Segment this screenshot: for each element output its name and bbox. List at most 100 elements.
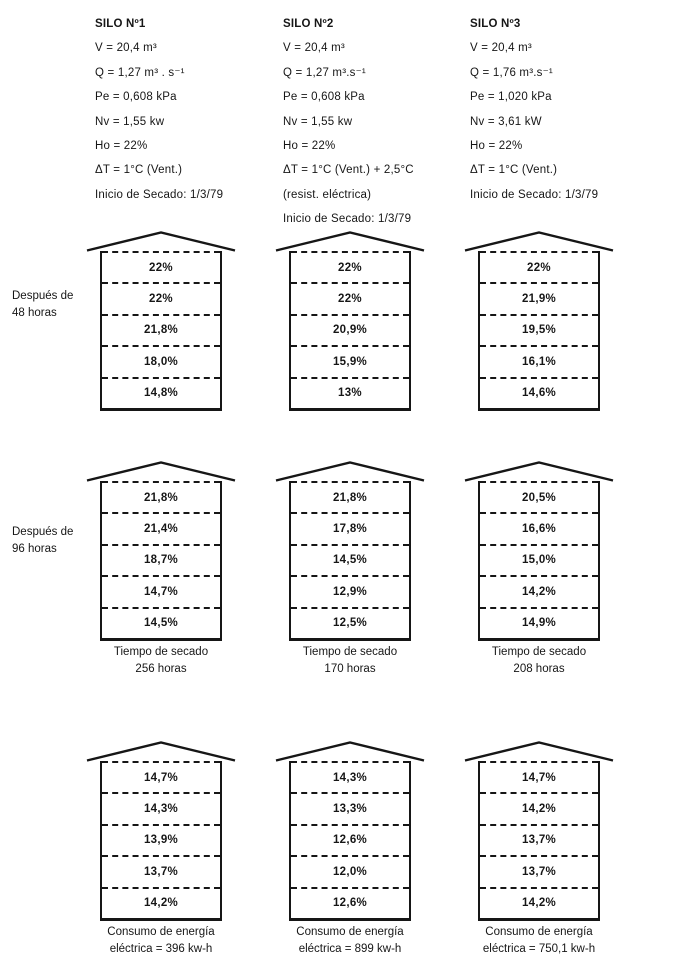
drying-time-caption: Tiempo de secado 208 horas [491,646,587,675]
spec-line: Inicio de Secado: 1/3/79 [470,188,599,201]
silo-level: 13,3% [291,792,409,823]
silo-level: 21,8% [102,481,220,512]
spec-line: ΔT = 1°C (Vent.) + 2,5°C [283,164,414,177]
silo-level: 22% [291,251,409,282]
silo-diagram-48h-silo1: 22% 22% 21,8% 18,0% 14,8% [86,231,236,411]
silo-diagram-96h-silo1: 21,8% 21,4% 18,7% 14,7% 14,5% Tiempo de … [86,461,236,675]
silo-level: 13,9% [102,823,220,855]
silo-level: 14,2% [480,886,598,918]
silo-level: 13% [291,376,409,408]
silo-roof [86,461,236,482]
silo-level: 21,4% [102,512,220,543]
spec-line: V = 20,4 m³ [283,42,345,55]
silo-level: 14,5% [102,606,220,638]
silo-level: 12,9% [291,575,409,606]
silo-level: 21,8% [102,313,220,345]
silo2-title: SILO Nº2 [283,18,334,30]
silo-diagram-96h-silo3: 20,5% 16,6% 15,0% 14,2% 14,9% Tiempo de … [464,461,614,675]
silo-level: 20,9% [291,313,409,345]
silo1-spec-header: SILO Nº1 V = 20,4 m³ Q = 1,27 m³ . s⁻¹ P… [95,12,223,207]
spec-line: Nv = 1,55 kw [95,115,165,128]
silo1-title: SILO Nº1 [95,18,146,30]
silo-roof [86,741,236,762]
silo-level: 14,7% [480,761,598,792]
spec-line: Ho = 22% [283,140,336,153]
silo-level: 16,6% [480,512,598,543]
silo3-title: SILO Nº3 [470,18,521,30]
silo-diagram-energy-silo2: 14,3% 13,3% 12,6% 12,0% 12,6% Consumo de… [275,741,425,955]
silo-level: 14,7% [102,575,220,606]
silo-level: 19,5% [480,313,598,345]
silo2-spec-header: SILO Nº2 V = 20,4 m³ Q = 1,27 m³.s⁻¹ Pe … [283,12,414,232]
spec-line: Q = 1,76 m³.s⁻¹ [470,66,553,79]
spec-line: Pe = 1,020 kPa [470,91,552,104]
silo-level: 20,5% [480,481,598,512]
spec-line: Q = 1,27 m³ . s⁻¹ [95,66,185,79]
spec-line: Ho = 22% [470,140,523,153]
silo-roof [464,741,614,762]
drying-time-caption: Tiempo de secado 256 horas [113,646,209,675]
spec-line: Nv = 3,61 kW [470,115,542,128]
silo-level: 22% [480,251,598,282]
silo-level: 14,2% [480,575,598,606]
spec-line: ΔT = 1°C (Vent.) [470,164,558,177]
silo-level: 14,5% [291,543,409,575]
silo-level: 16,1% [480,345,598,376]
silo-level: 14,9% [480,606,598,638]
silo-level: 21,8% [291,481,409,512]
silo-level: 13,7% [480,823,598,855]
silo-level: 22% [291,282,409,313]
silo-roof [275,461,425,482]
silo-level: 18,7% [102,543,220,575]
silo-roof [275,741,425,762]
silo-level: 12,5% [291,606,409,638]
silo-level: 14,7% [102,761,220,792]
energy-consumption-caption: Consumo de energía eléctrica = 396 kw-h [107,926,215,955]
silo-level: 14,3% [291,761,409,792]
spec-line: Inicio de Secado: 1/3/79 [283,213,412,226]
silo-level: 22% [102,251,220,282]
spec-line: Q = 1,27 m³.s⁻¹ [283,66,366,79]
spec-line: (resist. eléctrica) [283,188,372,201]
silo-roof [464,231,614,252]
silo-level: 14,3% [102,792,220,823]
row-label-48h: Después de 48 horas [12,290,74,319]
silo-diagram-energy-silo3: 14,7% 14,2% 13,7% 13,7% 14,2% Consumo de… [464,741,614,955]
spec-line: Ho = 22% [95,140,148,153]
silo-level: 18,0% [102,345,220,376]
spec-line: Inicio de Secado: 1/3/79 [95,188,224,201]
silo-level: 14,8% [102,376,220,408]
silo-level: 12,0% [291,855,409,886]
silo-diagram-48h-silo2: 22% 22% 20,9% 15,9% 13% [275,231,425,411]
spec-line: Pe = 0,608 kPa [283,91,365,104]
silo-level: 15,9% [291,345,409,376]
spec-line: ΔT = 1°C (Vent.) [95,164,183,177]
energy-consumption-caption: Consumo de energía eléctrica = 750,1 kw-… [482,926,596,955]
spec-line: Pe = 0,608 kPa [95,91,177,104]
silo-level: 12,6% [291,886,409,918]
silo-level: 14,2% [480,792,598,823]
silo-level: 13,7% [102,855,220,886]
silo-roof [275,231,425,252]
silo-level: 14,2% [102,886,220,918]
row-label-96h: Después de 96 horas [12,526,74,555]
silo-level: 15,0% [480,543,598,575]
silo-level: 17,8% [291,512,409,543]
silo-diagram-energy-silo1: 14,7% 14,3% 13,9% 13,7% 14,2% Consumo de… [86,741,236,955]
silo-level: 14,6% [480,376,598,408]
drying-time-caption: Tiempo de secado 170 horas [302,646,398,675]
silo-level: 21,9% [480,282,598,313]
silo-level: 12,6% [291,823,409,855]
silo-roof [86,231,236,252]
spec-line: Nv = 1,55 kw [283,115,353,128]
energy-consumption-caption: Consumo de energía eléctrica = 899 kw-h [296,926,404,955]
silo-diagram-96h-silo2: 21,8% 17,8% 14,5% 12,9% 12,5% Tiempo de … [275,461,425,675]
silo3-spec-header: SILO Nº3 V = 20,4 m³ Q = 1,76 m³.s⁻¹ Pe … [470,12,598,207]
spec-line: V = 20,4 m³ [470,42,532,55]
spec-line: V = 20,4 m³ [95,42,157,55]
silo-roof [464,461,614,482]
silo-level: 22% [102,282,220,313]
silo-diagram-48h-silo3: 22% 21,9% 19,5% 16,1% 14,6% [464,231,614,411]
silo-level: 13,7% [480,855,598,886]
